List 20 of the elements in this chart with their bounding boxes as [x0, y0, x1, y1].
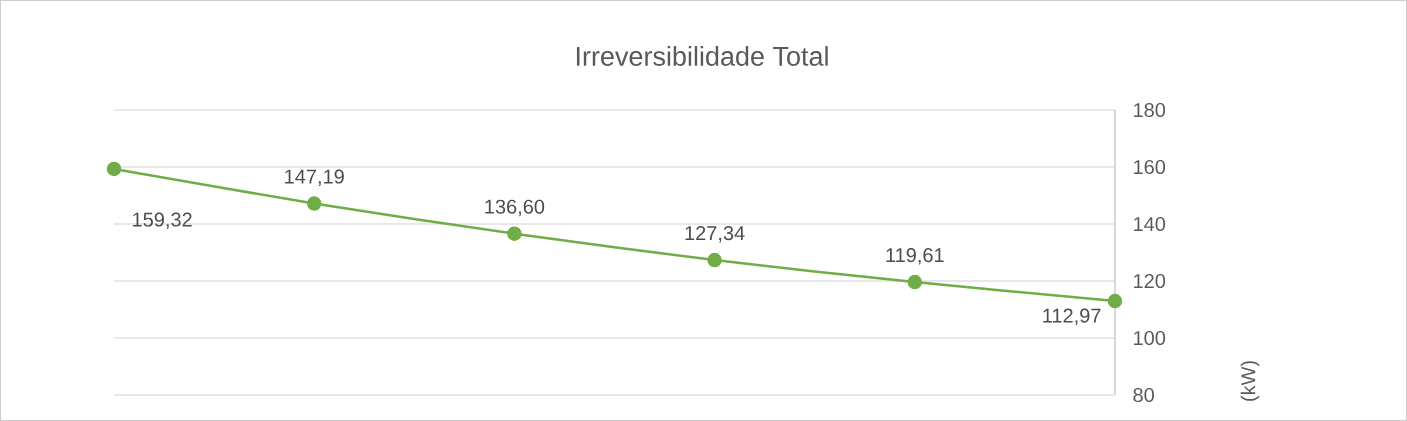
data-label: 147,19 [285, 169, 344, 186]
y-tick-label: 140 [1134, 216, 1166, 232]
y-tick-label: 120 [1134, 273, 1166, 289]
chart-title: Irreversibilidade Total [576, 46, 828, 66]
data-label: 136,60 [485, 199, 545, 217]
y-tick-label: 80 [1133, 387, 1154, 403]
data-label: 112,97 [1043, 308, 1101, 326]
data-label: 127,34 [685, 226, 745, 243]
point [507, 226, 522, 241]
point [707, 252, 722, 268]
y-tick-label: 100 [1134, 330, 1166, 346]
y-axis-title: (kW) [1240, 361, 1260, 401]
y-tick-label: 180 [1134, 102, 1166, 118]
point [1107, 293, 1123, 309]
data-label: 159,32 [133, 212, 192, 229]
data-label: 119,61 [886, 248, 944, 265]
y-tick-label: 160 [1134, 159, 1166, 175]
point [106, 161, 122, 177]
point [306, 196, 322, 211]
point [907, 274, 923, 290]
